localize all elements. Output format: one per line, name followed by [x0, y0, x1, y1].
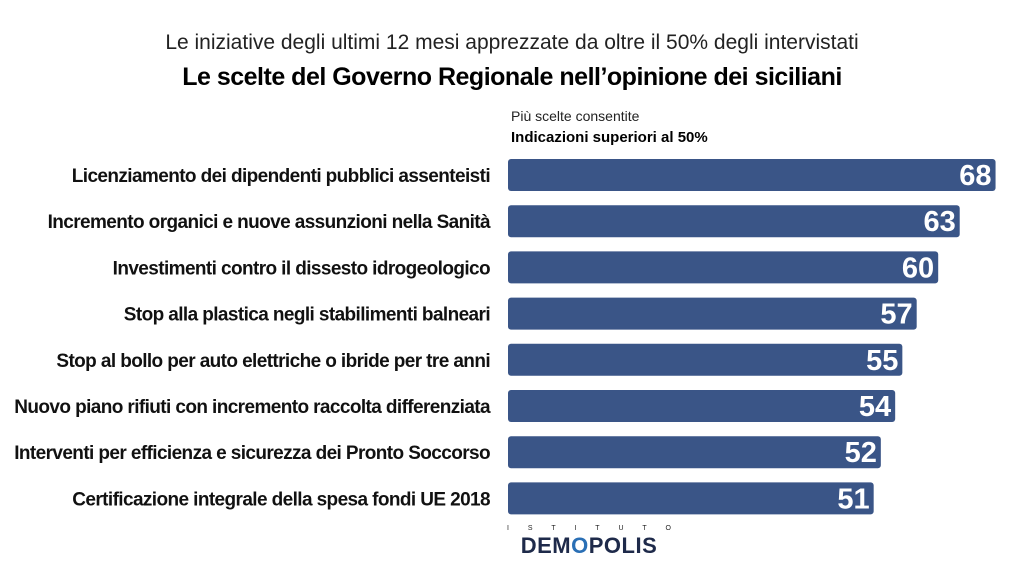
value-label: 63 — [923, 206, 955, 238]
logo-brand: DEMOPOLIS — [520, 533, 658, 558]
multiple-choice-note: Più scelte consentite — [511, 108, 640, 124]
bar — [508, 436, 881, 469]
value-label: 54 — [859, 391, 891, 423]
chart-title: Le scelte del Governo Regionale nell’opi… — [182, 63, 842, 91]
category-label: Stop alla plastica negli stabilimenti ba… — [124, 305, 490, 326]
category-label: Licenziamento dei dipendenti pubblici as… — [72, 166, 490, 187]
threshold-note: Indicazioni superiori al 50% — [511, 129, 708, 146]
chart-subtitle: Le iniziative degli ultimi 12 mesi appre… — [165, 31, 859, 54]
value-label: 60 — [902, 252, 934, 284]
category-label: Nuovo piano rifiuti con incremento racco… — [14, 397, 491, 418]
category-label: Stop al bollo per auto elettriche o ibri… — [56, 351, 490, 372]
bar — [508, 297, 917, 330]
category-label: Interventi per efficienza e sicurezza de… — [14, 443, 490, 464]
bar — [508, 390, 896, 422]
category-label: Investimenti contro il dissesto idrogeol… — [113, 258, 490, 279]
value-label: 57 — [880, 299, 912, 331]
value-label: 51 — [837, 483, 869, 515]
value-label: 55 — [866, 345, 898, 377]
bar — [508, 482, 874, 515]
value-label: 52 — [845, 437, 877, 469]
category-label: Incremento organici e nuove assunzioni n… — [48, 212, 491, 233]
bar — [508, 205, 960, 238]
category-label: Certificazione integrale della spesa fon… — [72, 489, 490, 510]
value-label: 68 — [959, 160, 991, 192]
bar — [508, 159, 996, 191]
bar — [508, 251, 939, 284]
bar — [508, 343, 903, 376]
